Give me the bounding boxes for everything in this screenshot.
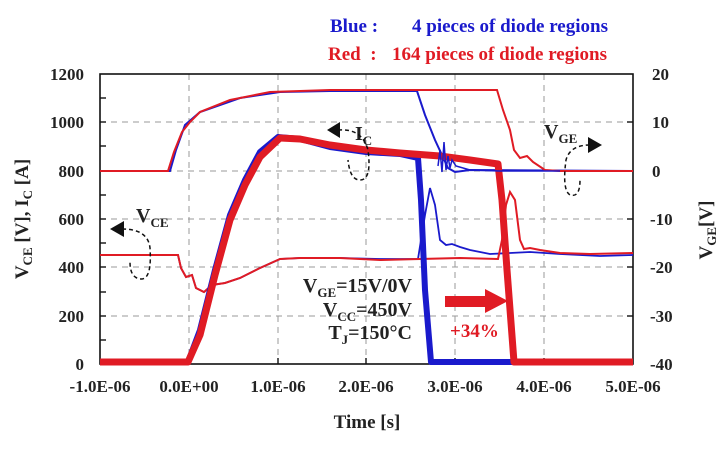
- arrow-right-icon: [485, 289, 508, 313]
- svg-text:-1.0E-06: -1.0E-06: [70, 377, 131, 396]
- svg-text:10: 10: [652, 113, 669, 132]
- y-left-tick-labels: 1200 1000 800 600 400 200 0: [50, 65, 84, 374]
- svg-text:0: 0: [652, 162, 661, 181]
- annotation-ic: IC: [327, 122, 372, 181]
- percent-increase-label: +34%: [450, 321, 499, 342]
- ann-ic-label: IC: [355, 123, 372, 148]
- svg-text:VGE=15V/0V: VGE=15V/0V: [303, 275, 413, 300]
- svg-text:200: 200: [59, 307, 85, 326]
- svg-text:TJ=150°C: TJ=150°C: [328, 322, 412, 347]
- svg-text:400: 400: [59, 258, 85, 277]
- legend-blue-text: 4 pieces of diode regions: [412, 16, 608, 37]
- x-axis-title: Time [s]: [334, 412, 401, 433]
- legend-red-label: Red :: [328, 44, 377, 65]
- x-tick-labels: -1.0E-06 0.0E+00 1.0E-06 2.0E-06 3.0E-06…: [70, 377, 661, 396]
- delay-annotation: +34%: [445, 289, 508, 342]
- test-conditions: VGE=15V/0V VCC=450V TJ=150°C: [303, 275, 413, 347]
- svg-text:-20: -20: [650, 258, 673, 277]
- legend: Blue : 4 pieces of diode regions Red : 1…: [328, 16, 608, 65]
- svg-text:2.0E-06: 2.0E-06: [338, 377, 393, 396]
- annotation-vge: VGE: [544, 121, 602, 197]
- y-right-tick-labels: 20 10 0 -10 -20 -30 -40: [650, 65, 673, 374]
- arrow-left-icon: [110, 221, 124, 237]
- svg-text:VCE: VCE: [136, 205, 169, 230]
- svg-text:-30: -30: [650, 307, 673, 326]
- annotation-vce: VCE: [110, 205, 169, 280]
- y-right-axis-title: VGE[V]: [696, 201, 719, 260]
- legend-red-text: 164 pieces of diode regions: [392, 44, 607, 65]
- svg-text:VGE: VGE: [544, 121, 577, 146]
- legend-blue-label: Blue :: [330, 16, 378, 37]
- svg-text:1200: 1200: [50, 65, 84, 84]
- svg-text:0: 0: [76, 355, 85, 374]
- svg-text:1.0E-06: 1.0E-06: [250, 377, 305, 396]
- y-left-axis-title: VCE [V], IC [A]: [12, 159, 35, 279]
- svg-text:4.0E-06: 4.0E-06: [516, 377, 571, 396]
- svg-text:800: 800: [59, 162, 85, 181]
- svg-text:3.0E-06: 3.0E-06: [427, 377, 482, 396]
- arrow-right-icon: [588, 137, 602, 153]
- svg-text:5.0E-06: 5.0E-06: [605, 377, 660, 396]
- series-ic-blue-ringing: [437, 141, 560, 173]
- svg-text:0.0E+00: 0.0E+00: [159, 377, 218, 396]
- series-vce-red: [100, 189, 634, 294]
- svg-text:-40: -40: [650, 355, 673, 374]
- arrow-left-icon: [327, 122, 340, 138]
- svg-text:1000: 1000: [50, 113, 84, 132]
- svg-text:20: 20: [652, 65, 669, 84]
- svg-text:VCC=450V: VCC=450V: [323, 299, 413, 324]
- svg-text:600: 600: [59, 210, 85, 229]
- series-vge-red: [100, 89, 633, 172]
- svg-text:-10: -10: [650, 210, 673, 229]
- series-ic-red: [100, 134, 633, 366]
